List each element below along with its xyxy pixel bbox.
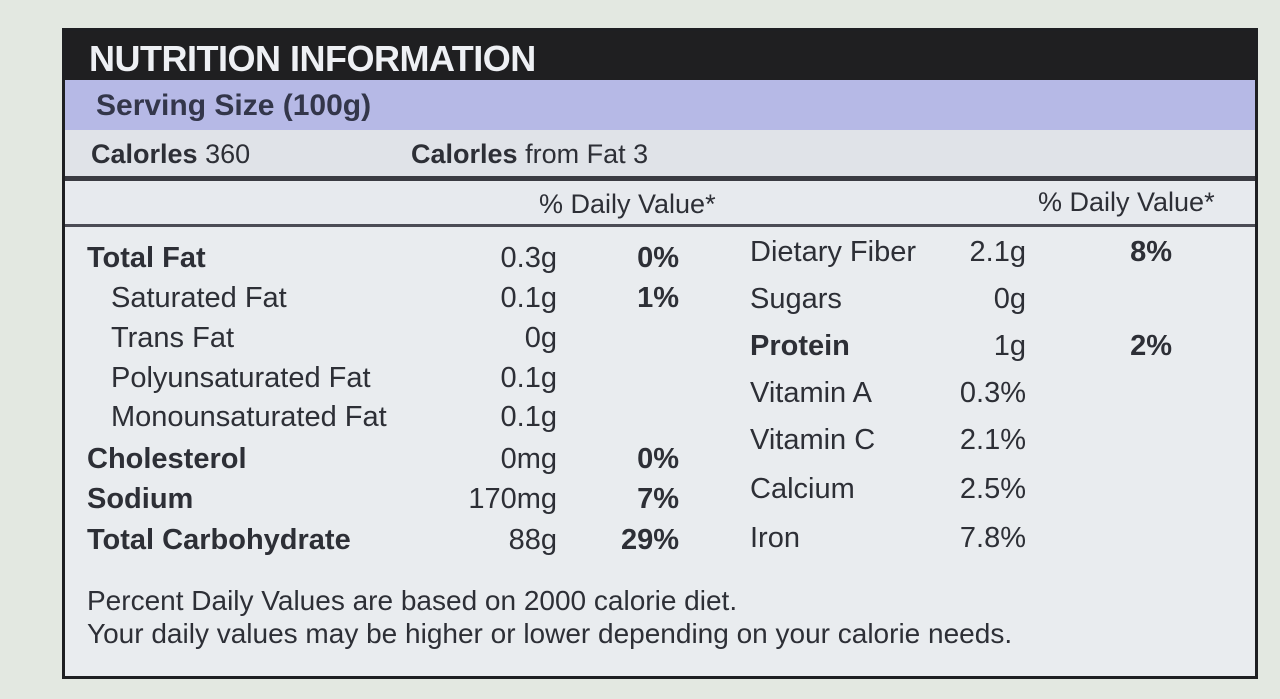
footnote-line-1: Percent Daily Values are based on 2000 c… (87, 585, 738, 616)
nutrient-daily-value: 2% (1130, 330, 1172, 362)
serving-size: Serving Size (100g) (96, 89, 372, 122)
nutrient-name: Saturated Fat (111, 282, 287, 314)
nutrient-amount: 2.1% (959, 424, 1026, 456)
nutrient-name: Total Carbohydrate (87, 524, 351, 556)
nutrient-amount: 2.1g (969, 236, 1026, 268)
calories-value: 360 (205, 139, 251, 169)
serving-size-row: Serving Size (100g) (65, 80, 1255, 130)
nutrient-name: Sugars (750, 283, 842, 315)
calories: Calorles 360 (91, 139, 250, 170)
nutrient-amount: 0g (993, 283, 1026, 315)
nutrient-amount: 0.1g (500, 362, 557, 394)
nutrition-label: NUTRITION INFORMATION Serving Size (100g… (62, 28, 1258, 679)
nutrient-name: Trans Fat (111, 322, 235, 354)
nutrient-amount: 88g (508, 524, 557, 556)
calories-from-fat-label: Calorles (411, 139, 518, 169)
nutrient-daily-value: 7% (637, 483, 679, 515)
nutrient-name: Vitamin C (750, 424, 876, 456)
nutrient-daily-value: 0% (637, 242, 679, 274)
nutrient-amount: 0g (524, 322, 557, 354)
nutrient-amount: 0.3g (500, 242, 557, 274)
nutrient-amount: 0.1g (500, 401, 557, 433)
daily-value-header-left: % Daily Value* (539, 189, 716, 219)
daily-value-header-right: % Daily Value* (1038, 187, 1215, 217)
nutrient-amount: 1g (993, 330, 1026, 362)
divider-thick (65, 176, 1255, 181)
calories-from-fat-value: from Fat 3 (525, 139, 649, 169)
nutrient-amount: 170mg (468, 483, 557, 515)
nutrient-name: Calcium (750, 473, 855, 505)
nutrient-name: Sodium (87, 483, 194, 515)
nutrient-name: Iron (750, 522, 800, 554)
nutrient-name: Polyunsaturated Fat (111, 362, 371, 394)
nutrient-amount: 0.3% (959, 377, 1026, 409)
nutrient-amount: 0.1g (500, 282, 557, 314)
nutrient-amount: 0mg (500, 443, 557, 475)
nutrient-daily-value: 8% (1130, 236, 1172, 268)
nutrient-name: Protein (750, 330, 850, 362)
label-header: NUTRITION INFORMATION (65, 31, 1255, 82)
nutrient-name: Cholesterol (87, 443, 247, 475)
calories-label: Calorles (91, 139, 198, 169)
nutrient-amount: 7.8% (959, 522, 1026, 554)
calories-row: Calorles 360 Calorles from Fat 3 (65, 130, 1255, 177)
nutrient-name: Vitamin A (750, 377, 872, 409)
nutrient-daily-value: 0% (637, 443, 679, 475)
nutrient-name: Total Fat (87, 242, 206, 274)
nutrient-name: Monounsaturated Fat (111, 401, 387, 433)
nutrient-amount: 2.5% (959, 473, 1026, 505)
calories-from-fat: Calorles from Fat 3 (411, 139, 648, 170)
nutrient-daily-value: 29% (620, 524, 679, 556)
nutrient-name: Dietary Fiber (750, 236, 916, 268)
divider-thin (65, 224, 1255, 227)
footnote-line-2: Your daily values may be higher or lower… (87, 618, 1013, 649)
label-title: NUTRITION INFORMATION (89, 38, 536, 79)
daily-value-header-row: % Daily Value* % Daily Value* (65, 182, 1255, 224)
nutrient-daily-value: 1% (637, 282, 679, 314)
